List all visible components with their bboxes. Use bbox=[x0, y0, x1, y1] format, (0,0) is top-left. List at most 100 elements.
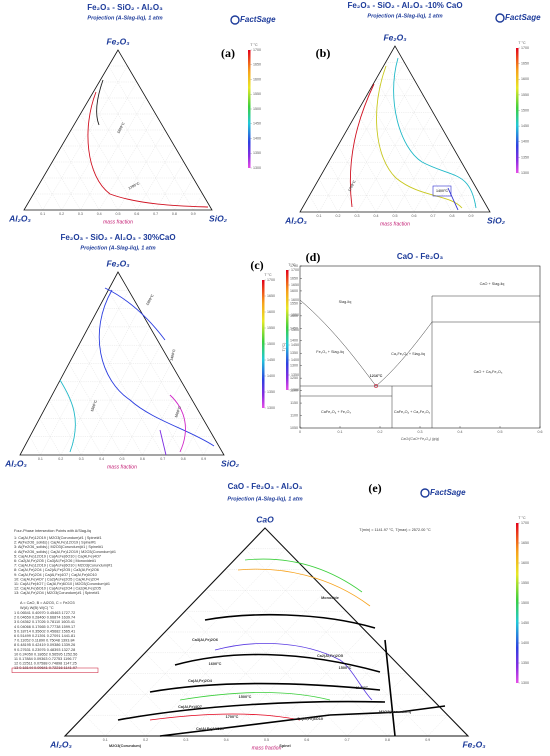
axis-tick-label: 0.5 bbox=[116, 212, 121, 216]
panel-title: CaO - Fe₂O₃ - Al₂O₃ bbox=[228, 482, 303, 491]
grid-line bbox=[144, 652, 227, 737]
triangle bbox=[19, 271, 225, 456]
axis-note: mass fraction bbox=[380, 221, 410, 227]
colorbar-tick-label: 1450 bbox=[291, 343, 299, 347]
colorbar-tick-label: 1600 bbox=[521, 561, 529, 565]
phase-boundary bbox=[159, 714, 331, 737]
colorbar bbox=[262, 280, 265, 408]
colorbar bbox=[516, 48, 519, 173]
y-tick-label: 1150 bbox=[290, 401, 298, 405]
colorbar bbox=[516, 523, 519, 683]
curve bbox=[98, 289, 215, 447]
table-row: 12 0.22511 0.07588 0.74898 1147.25 bbox=[14, 662, 77, 666]
triangle bbox=[23, 49, 213, 211]
table-row: 9: Ca(Al,Fe)2O4 | Ca(Al,Fe)4O7 | Ca(Al,F… bbox=[14, 573, 97, 577]
x-tick-label: 0.1 bbox=[338, 430, 343, 434]
grid-line bbox=[136, 145, 175, 211]
logo-mark bbox=[495, 13, 505, 23]
colorbar-unit: T °C bbox=[264, 273, 272, 277]
table-row: 6 0.51499 0.21391 0.27091 1441.81 bbox=[14, 634, 75, 638]
grid-line bbox=[375, 112, 434, 213]
grid-line bbox=[328, 162, 358, 213]
axis-tick-label: 0.8 bbox=[385, 738, 390, 742]
phase-label: Ca2(Al,Fe)2O5 bbox=[317, 654, 343, 658]
triangle bbox=[299, 45, 491, 213]
phase-label: Ca(Al,Fe)2O4 bbox=[188, 679, 213, 683]
phase-boundary bbox=[174, 653, 381, 673]
grid-line bbox=[394, 128, 443, 213]
x-tick-label: 0.6 bbox=[538, 430, 543, 434]
axis-tick-label: 0.3 bbox=[78, 212, 83, 216]
grid-line bbox=[347, 128, 396, 213]
isotherm-label: 1600°C bbox=[174, 405, 182, 418]
grid-line bbox=[105, 548, 286, 737]
grid-line bbox=[108, 65, 194, 211]
table-row: 9 0.27631 0.23976 0.48393 1327.28 bbox=[14, 648, 75, 652]
table-row: 8: Ca(Al,Fe)2O4 | Ca2(Al,Fe)2O5 | Ca3(Al… bbox=[14, 568, 99, 572]
phase-label: Monoxide bbox=[321, 596, 339, 600]
grid-line bbox=[318, 178, 339, 213]
grid-line bbox=[387, 694, 428, 737]
x-tick-label: 0.3 bbox=[418, 430, 423, 434]
phase-label: Slag-liq bbox=[339, 300, 352, 304]
colorbar-tick-label: 1700 bbox=[267, 278, 275, 282]
isotherm-label: 1300°C bbox=[145, 293, 155, 306]
colorbar-tick-label: 1550 bbox=[267, 326, 275, 330]
axis-tick-label: 0.9 bbox=[469, 214, 474, 218]
axis-note: mass fraction bbox=[252, 745, 282, 751]
grid-line bbox=[70, 129, 119, 211]
grid-line bbox=[61, 81, 137, 211]
colorbar-unit: T °C bbox=[250, 43, 258, 47]
colorbar-tick-label: 1500 bbox=[267, 342, 275, 346]
logo: FactSage bbox=[505, 13, 541, 22]
x-axis-label: CaO/(CaO+Fe₂O₃) (g/g) bbox=[401, 437, 439, 441]
grid-line bbox=[306, 652, 387, 737]
curve bbox=[376, 65, 463, 209]
axis-tick-label: 0.3 bbox=[355, 214, 360, 218]
table-row: 11 0.17884 0.09363 0.72753 1196.77 bbox=[14, 657, 77, 661]
panel-subtitle: Projection (A-Slag-liq), 1 atm bbox=[87, 15, 162, 21]
table-row: 13: Ca(Al,Fe)2O4 | M2O3(Corundum)#1 | Sp… bbox=[14, 591, 100, 595]
grid-line bbox=[39, 418, 61, 456]
y-tick-label: 1050 bbox=[290, 426, 298, 430]
phase-label: M2O3(Corundum) bbox=[109, 744, 142, 748]
colorbar-tick-label: 1650 bbox=[521, 541, 529, 545]
grid-line bbox=[337, 145, 377, 213]
colorbar-tick-label: 1650 bbox=[291, 283, 299, 287]
axis-tick-label: 0.7 bbox=[153, 212, 158, 216]
y-tick-label: 1200 bbox=[290, 389, 298, 393]
table-row: 7 0.11052 0.11890 0.75048 1393.84 bbox=[14, 639, 75, 643]
logo: FactSage bbox=[430, 488, 466, 497]
grid-line bbox=[470, 195, 481, 213]
grid-line bbox=[29, 436, 41, 456]
axis-tick-label: 0.7 bbox=[431, 214, 436, 218]
grid-line bbox=[61, 145, 100, 211]
axis-tick-label: 0.2 bbox=[143, 738, 148, 742]
table-key: A = CaO, B = Al2O3, C = Fe2O3 bbox=[20, 601, 75, 605]
colorbar-tick-label: 1450 bbox=[267, 358, 275, 362]
axis-tick-label: 0.8 bbox=[450, 214, 455, 218]
colorbar-tick-label: 1300 bbox=[521, 171, 529, 175]
phase-boundary bbox=[214, 643, 373, 701]
table-row: 5: Ca(Al,Fe)12O19 | Ca(Al,Fe)6O10 | Ca(A… bbox=[14, 554, 101, 558]
panel-label: (d) bbox=[306, 250, 321, 264]
panel-label: (a) bbox=[221, 46, 235, 60]
y-tick-label: 1550 bbox=[290, 301, 298, 305]
colorbar-tick-label: 1300 bbox=[267, 406, 275, 410]
axis-tick-label: 0.6 bbox=[304, 738, 309, 742]
vertex-label: Fe₂O₃ bbox=[106, 36, 129, 46]
colorbar-tick-label: 1550 bbox=[291, 313, 299, 317]
colorbar-tick-label: 1550 bbox=[521, 93, 529, 97]
colorbar-tick-label: 1700 bbox=[253, 48, 261, 52]
panel-subtitle: Projection (A-Slag-liq), 1 atm bbox=[80, 245, 155, 251]
grid-line bbox=[33, 193, 43, 211]
colorbar-tick-label: 1350 bbox=[291, 373, 299, 377]
grid-line bbox=[309, 195, 320, 213]
x-tick-label: 0.5 bbox=[498, 430, 503, 434]
colorbar-tick-label: 1700 bbox=[291, 268, 299, 272]
curve bbox=[96, 79, 104, 126]
vertex-label: Fe₂O₃ bbox=[106, 258, 129, 268]
colorbar-tick-label: 1550 bbox=[253, 92, 261, 96]
panel-label: (e) bbox=[368, 481, 381, 495]
axis-tick-label: 0.7 bbox=[345, 738, 350, 742]
